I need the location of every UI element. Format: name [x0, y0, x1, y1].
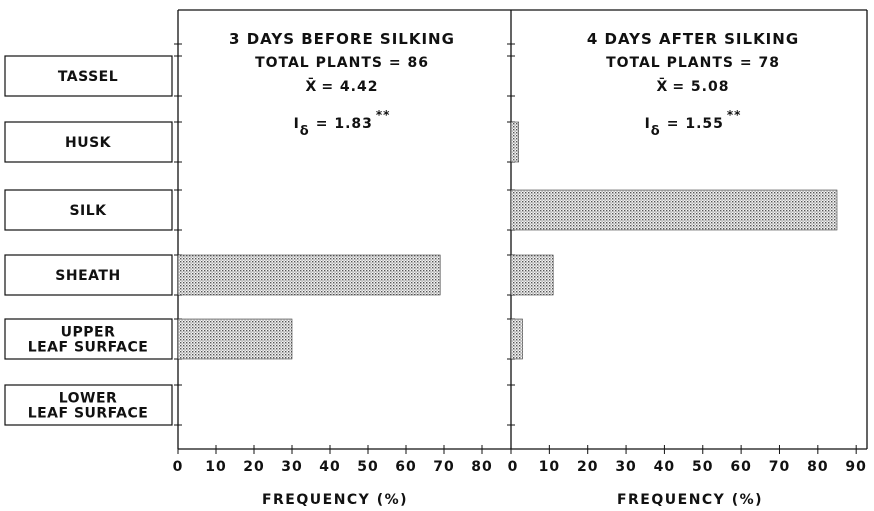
annotation-mean: X̄ = 4.42 — [306, 76, 379, 95]
index-subscript: δ — [651, 124, 661, 139]
category-box — [4, 254, 173, 296]
category-label-text: SHEATH — [55, 268, 120, 284]
bar-sheath — [177, 254, 441, 296]
x-tick-label: 70 — [769, 459, 790, 475]
index-value: = 1.83 — [316, 116, 373, 132]
index-value: = 1.55 — [667, 116, 724, 132]
x-tick-label: 60 — [395, 459, 416, 475]
annotation-title: 4 DAYS AFTER SILKING — [587, 30, 799, 48]
x-tick-label: 20 — [577, 459, 598, 475]
annotation-index: Iδ = 1.83** — [294, 108, 391, 139]
category-label-text: HUSK — [65, 135, 112, 151]
category-box — [4, 121, 173, 163]
bar-sheath — [510, 254, 554, 296]
category-label-husk: HUSK — [4, 121, 173, 163]
panel-1: 0 10 20 30 40 50 60 70 80 FREQUENCY (%) 3 DAYS BEF… — [173, 9, 511, 508]
x-tick-label: 90 — [845, 459, 866, 475]
mean-symbol: X̄ — [657, 76, 669, 95]
x-tick-label: 40 — [654, 459, 675, 475]
category-label-sheath: SHEATH — [4, 254, 173, 296]
index-symbol: I — [645, 116, 651, 132]
mean-value: = 5.08 — [672, 79, 729, 95]
category-box — [4, 318, 173, 360]
category-label-text: LEAF SURFACE — [28, 406, 149, 422]
x-tick-label: 30 — [615, 459, 636, 475]
annotation-index: Iδ = 1.55** — [645, 108, 742, 139]
category-label-text: SILK — [69, 203, 107, 219]
category-label-tassel: TASSEL — [4, 55, 173, 97]
x-tick-label: 10 — [539, 459, 560, 475]
x-tick-label: 40 — [319, 459, 340, 475]
annotation-title: 3 DAYS BEFORE SILKING — [229, 30, 455, 48]
category-box — [4, 55, 173, 97]
category-box — [4, 384, 173, 426]
x-tick-label: 0 — [508, 459, 519, 475]
index-symbol: I — [294, 116, 300, 132]
category-label-text: LOWER — [59, 391, 118, 407]
category-box — [4, 189, 173, 231]
bar-upper-leaf-surface — [177, 318, 293, 360]
mean-value: = 4.42 — [321, 79, 378, 95]
x-tick-label: 20 — [243, 459, 264, 475]
panel-2: 0 10 20 30 40 50 60 70 80 90 FREQUENCY (%) 4 DAYS A… — [507, 9, 868, 508]
bar-husk — [510, 121, 519, 163]
index-subscript: δ — [300, 124, 310, 139]
x-tick-label: 30 — [281, 459, 302, 475]
x-tick-label: 50 — [692, 459, 713, 475]
x-tick-label: 70 — [433, 459, 454, 475]
chart-panels: 0 10 20 30 40 50 60 70 80 FREQUENCY (%) 3 DAYS BEF… — [173, 9, 868, 508]
x-tick-label: 80 — [471, 459, 492, 475]
category-label-text: UPPER — [61, 325, 116, 341]
x-tick-label: 60 — [730, 459, 751, 475]
x-tick-label: 10 — [205, 459, 226, 475]
mean-symbol: X̄ — [306, 76, 318, 95]
annotation-total-plants: TOTAL PLANTS = 86 — [255, 55, 429, 71]
index-significance: ** — [376, 108, 391, 122]
category-label-text: LEAF SURFACE — [28, 340, 149, 356]
x-tick-label: 0 — [173, 459, 184, 475]
x-tick-label: 80 — [807, 459, 828, 475]
category-label-silk: SILK — [4, 189, 173, 231]
x-tick-label: 50 — [357, 459, 378, 475]
x-axis-label: FREQUENCY (%) — [617, 492, 763, 508]
index-significance: ** — [727, 108, 742, 122]
bar-silk — [510, 189, 838, 231]
annotation-total-plants: TOTAL PLANTS = 78 — [606, 55, 780, 71]
x-axis-label: FREQUENCY (%) — [262, 492, 408, 508]
annotation-mean: X̄ = 5.08 — [657, 76, 730, 95]
bar-upper-leaf-surface — [510, 318, 523, 360]
category-label-text: TASSEL — [58, 69, 118, 85]
